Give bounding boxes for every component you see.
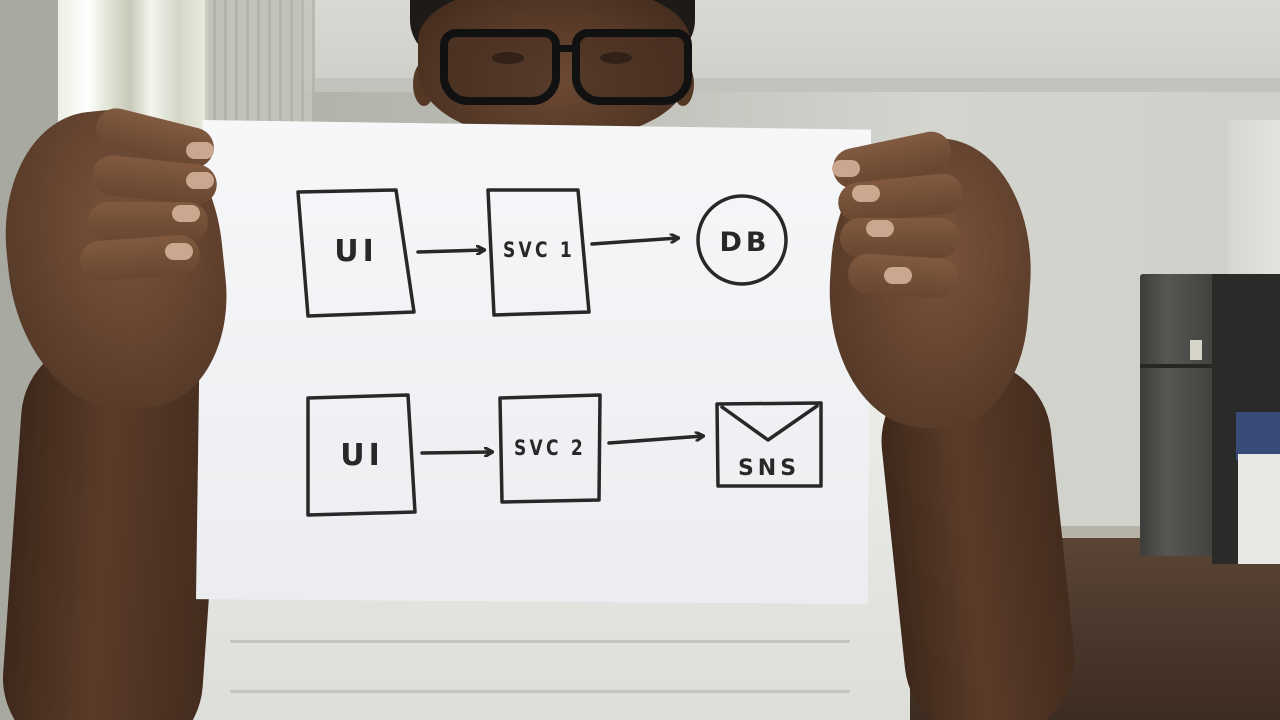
- refrigerator-door-gap: [1140, 364, 1230, 368]
- sns-envelope: [715, 401, 823, 488]
- glasses-bridge: [556, 45, 578, 52]
- fingernail: [165, 243, 193, 260]
- node-label-ui-row2: UI: [340, 438, 384, 473]
- fingernail: [186, 172, 214, 189]
- refrigerator-sticker: [1190, 340, 1202, 360]
- fingernail: [866, 220, 894, 237]
- node-label-svc2: SVC 2: [514, 436, 586, 460]
- glasses-lens-right: [572, 29, 692, 105]
- glasses-lens-left: [440, 29, 560, 105]
- fingernail: [884, 267, 912, 284]
- fingernail: [852, 185, 880, 202]
- node-label-db: DB: [720, 227, 771, 258]
- finger: [840, 218, 960, 258]
- node-label-ui-row1: UI: [334, 234, 378, 269]
- svc2-box: [498, 393, 602, 504]
- db-circle: [696, 194, 788, 286]
- shirt-stripe: [230, 690, 850, 693]
- paper-sheet: UI SVC 1 DB UI SVC 2 SNS: [196, 120, 871, 604]
- hand-drawn-architecture-diagram: UI SVC 1 DB UI SVC 2 SNS: [296, 188, 823, 517]
- ui-box-row2: [306, 393, 417, 517]
- sns-envelope-flap: [720, 404, 819, 442]
- shirt-stripe: [230, 640, 850, 643]
- fingernail: [186, 142, 214, 159]
- arrow-ui-to-svc2: [420, 452, 492, 453]
- fingernail: [832, 160, 860, 177]
- node-label-svc1: SVC 1: [503, 238, 575, 262]
- arrow-svc1-to-db: [590, 238, 678, 246]
- arrow-ui-to-svc1: [416, 250, 484, 252]
- white-box: [1238, 454, 1280, 564]
- blue-object: [1236, 412, 1280, 460]
- fingernail: [172, 205, 200, 222]
- arrow-svc2-to-sns: [607, 436, 703, 445]
- svc1-box: [486, 188, 591, 317]
- ui-box-row1: [296, 188, 416, 318]
- node-label-sns: SNS: [738, 456, 800, 481]
